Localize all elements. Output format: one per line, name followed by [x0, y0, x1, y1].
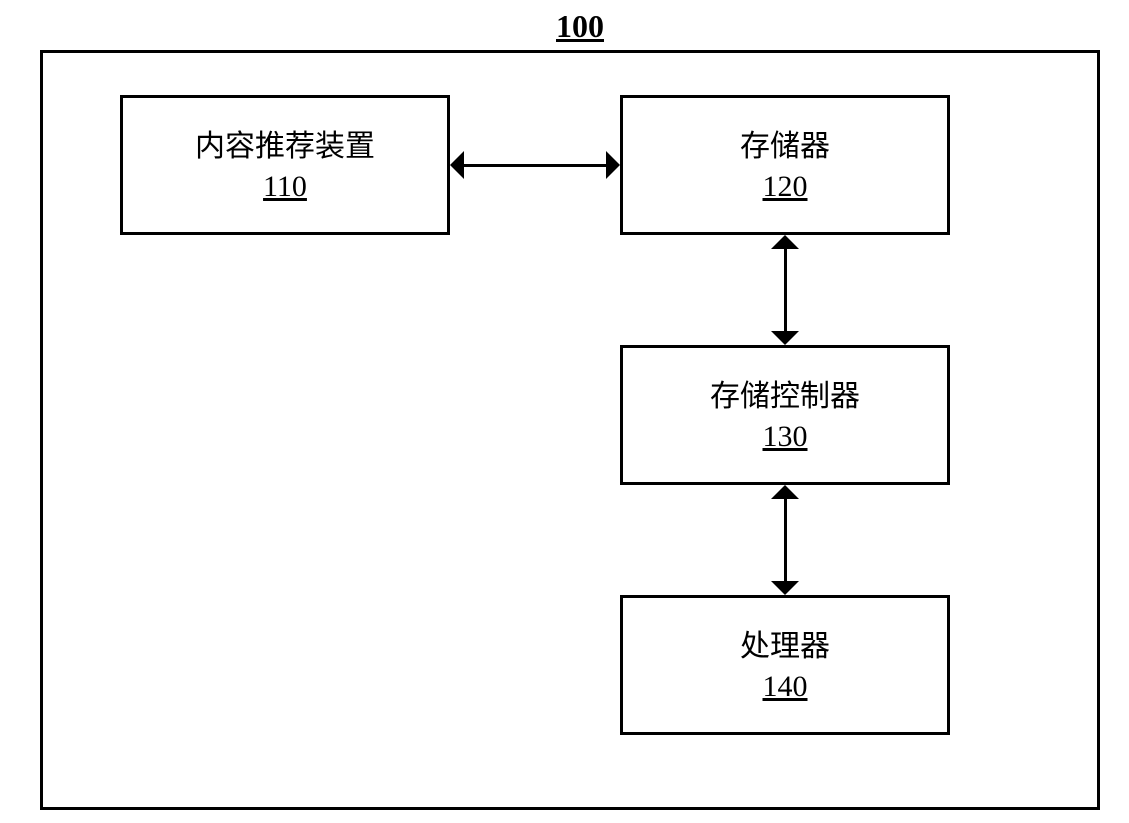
arrow-head-up-icon — [771, 235, 799, 249]
connector-line — [784, 249, 787, 331]
block-b140: 处理器 140 — [620, 595, 950, 735]
block-b120: 存储器 120 — [620, 95, 950, 235]
block-number: 130 — [763, 420, 808, 454]
block-title: 内容推荐装置 — [195, 127, 375, 166]
block-b110: 内容推荐装置 110 — [120, 95, 450, 235]
arrow-head-up-icon — [771, 485, 799, 499]
connector-line — [784, 499, 787, 581]
arrow-head-down-icon — [771, 581, 799, 595]
arrow-head-down-icon — [771, 331, 799, 345]
diagram-canvas: 100 内容推荐装置 110 存储器 120 存储控制器 130 处理器 140 — [0, 0, 1129, 823]
block-number: 140 — [763, 670, 808, 704]
block-number: 110 — [263, 170, 307, 204]
block-title: 存储控制器 — [710, 377, 860, 416]
block-b130: 存储控制器 130 — [620, 345, 950, 485]
block-title: 处理器 — [740, 627, 830, 666]
block-number: 120 — [763, 170, 808, 204]
arrow-head-right-icon — [606, 151, 620, 179]
arrow-head-left-icon — [450, 151, 464, 179]
block-title: 存储器 — [740, 127, 830, 166]
connector-line — [464, 164, 606, 167]
diagram-top-label: 100 — [540, 8, 620, 45]
